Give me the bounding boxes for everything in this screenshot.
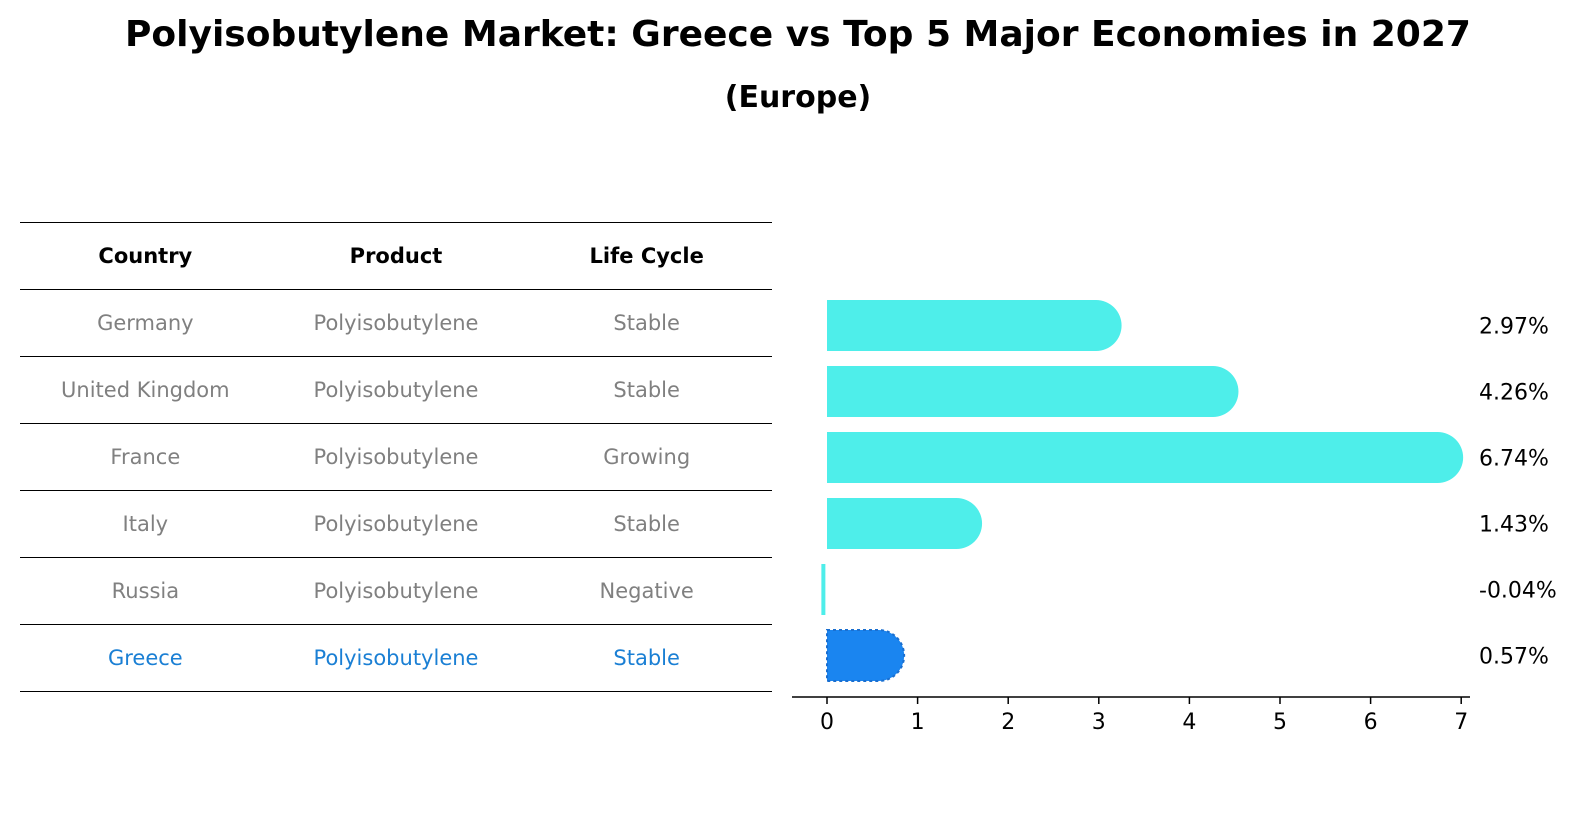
value-label-germany: 2.97% (1479, 315, 1549, 340)
market-table: Country Product Life Cycle Germany Polyi… (20, 222, 772, 692)
product-cell: Polyisobutylene (313, 512, 479, 536)
life-cycle-cell: Stable (613, 512, 680, 536)
product-cell: Polyisobutylene (313, 579, 479, 603)
value-label-greece: 0.57% (1479, 645, 1549, 670)
life-cycle-cell: Stable (613, 311, 680, 335)
x-tick-label-3: 3 (1092, 710, 1106, 735)
table-row: France Polyisobutylene Growing (20, 424, 772, 491)
product-cell: Polyisobutylene (313, 378, 479, 402)
table-row: Germany Polyisobutylene Stable (20, 290, 772, 357)
table-row: United Kingdom Polyisobutylene Stable (20, 357, 772, 424)
value-label-france: 6.74% (1479, 447, 1549, 472)
x-tick-label-6: 6 (1364, 710, 1378, 735)
product-cell: Polyisobutylene (313, 646, 479, 670)
product-cell: Polyisobutylene (313, 445, 479, 469)
value-label-united-kingdom: 4.26% (1479, 381, 1549, 406)
country-cell: France (110, 445, 181, 469)
country-cell: Italy (122, 512, 169, 536)
life-cycle-cell: Growing (603, 445, 691, 469)
chart-subtitle: (Europe) (724, 80, 872, 115)
x-tick-label-5: 5 (1273, 710, 1287, 735)
table-row: Italy Polyisobutylene Stable (20, 491, 772, 558)
table-row-highlight: Greece Polyisobutylene Stable (20, 625, 772, 692)
x-tick-label-7: 7 (1454, 710, 1468, 735)
header-product: Product (349, 244, 443, 268)
bar-italy (827, 498, 983, 549)
x-tick-label-2: 2 (1001, 710, 1015, 735)
country-cell: United Kingdom (61, 378, 230, 402)
table-row: Russia Polyisobutylene Negative (20, 558, 772, 625)
country-cell: Russia (111, 579, 180, 603)
bar-russia (821, 564, 826, 615)
life-cycle-cell: Stable (613, 378, 680, 402)
country-cell: Greece (107, 646, 183, 670)
header-country: Country (98, 244, 193, 268)
x-tick-label-1: 1 (911, 710, 925, 735)
value-label-russia: -0.04% (1479, 579, 1557, 604)
x-tick-label-0: 0 (820, 710, 834, 735)
country-cell: Germany (97, 311, 194, 335)
bar-united-kingdom (827, 366, 1239, 417)
life-cycle-cell: Stable (613, 646, 680, 670)
bar-germany (827, 300, 1122, 351)
value-label-italy: 1.43% (1479, 513, 1549, 538)
life-cycle-cell: Negative (599, 579, 694, 603)
product-cell: Polyisobutylene (313, 311, 479, 335)
table-header-row: Country Product Life Cycle (20, 223, 772, 290)
bar-greece (826, 629, 906, 682)
header-life-cycle: Life Cycle (589, 244, 704, 268)
bar-france (827, 432, 1464, 483)
chart-title: Polyisobutylene Market: Greece vs Top 5 … (125, 14, 1471, 55)
x-tick-label-4: 4 (1182, 710, 1196, 735)
